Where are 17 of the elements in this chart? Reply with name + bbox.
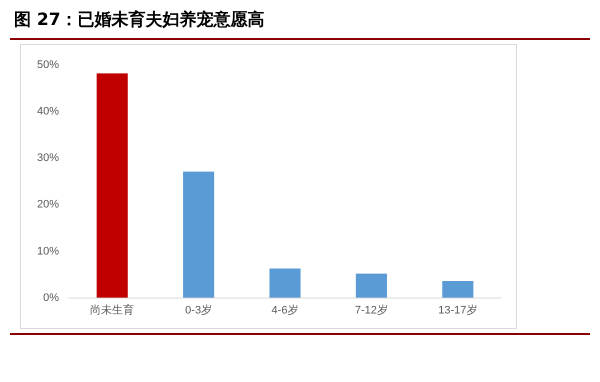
- x-tick-label: 13-17岁: [438, 304, 478, 316]
- x-tick-label: 7-12岁: [354, 304, 388, 316]
- x-tick-label: 4-6岁: [272, 304, 298, 316]
- x-tick-label: 0-3岁: [185, 304, 212, 316]
- y-tick-label: 40%: [36, 106, 60, 118]
- bar: [269, 268, 301, 298]
- bar: [356, 274, 387, 298]
- y-tick-label: 30%: [36, 152, 60, 164]
- chart-title: 图 27：已婚未育夫妇养宠意愿高: [14, 9, 265, 31]
- y-tick-label: 20%: [36, 198, 60, 211]
- y-tick-label: 0%: [43, 292, 60, 304]
- bar: [442, 281, 474, 298]
- y-tick-label: 10%: [36, 245, 60, 258]
- x-tick-label: 尚未生育: [90, 303, 134, 316]
- bar: [96, 73, 128, 298]
- bar: [183, 172, 214, 298]
- y-tick-label: 50%: [36, 59, 60, 72]
